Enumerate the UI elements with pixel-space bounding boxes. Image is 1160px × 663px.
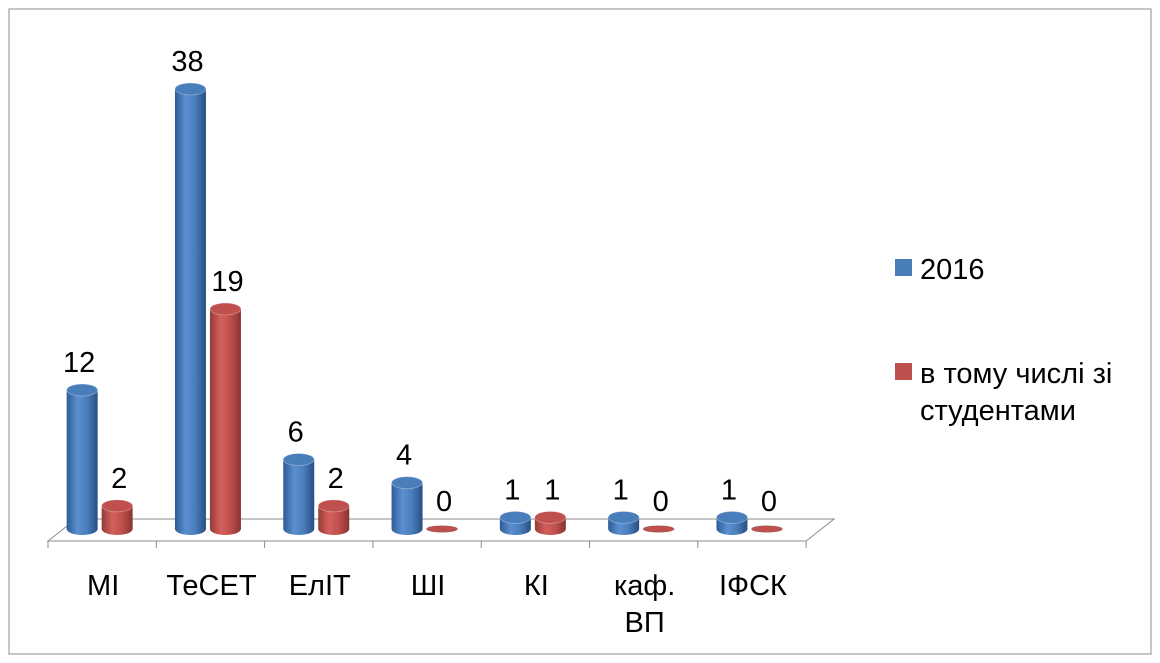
category-label: ЕлІТ xyxy=(289,570,351,602)
bar-series-students xyxy=(751,525,783,533)
bar-series-2016 xyxy=(174,82,207,535)
category-labels: МІ ТеСЕТ ЕлІТ ШІ КІ каф. ВП ІФСК xyxy=(87,570,787,639)
category-label: ІФСК xyxy=(719,570,787,602)
data-label: 1 xyxy=(504,474,520,506)
bar-series-students xyxy=(426,525,458,533)
legend-swatch xyxy=(895,259,912,276)
bar-series-2016 xyxy=(607,511,640,535)
data-label: 4 xyxy=(396,440,412,472)
bar-series-students xyxy=(317,499,350,535)
data-label: 19 xyxy=(211,266,243,298)
category-label: КІ xyxy=(524,570,549,602)
data-label: 1 xyxy=(613,474,629,506)
bar-series-2016 xyxy=(391,476,423,535)
category-label: каф. ВП xyxy=(614,570,675,639)
bar-series-2016 xyxy=(716,511,748,535)
bar-series-2016 xyxy=(499,511,532,535)
data-label: 0 xyxy=(653,486,669,518)
bar-series-2016 xyxy=(282,453,315,535)
legend-item: в тому числі зі студентами xyxy=(895,358,1112,427)
data-label: 38 xyxy=(171,46,203,78)
bar-series-2016 xyxy=(66,383,99,535)
data-label: 2 xyxy=(111,463,127,495)
legend-label: в тому числі зі студентами xyxy=(920,358,1112,427)
legend-label: 2016 xyxy=(920,254,985,286)
data-label: 1 xyxy=(721,474,737,506)
bar-series-students xyxy=(642,525,675,533)
category-label: МІ xyxy=(87,570,119,602)
data-label: 0 xyxy=(761,486,777,518)
data-label: 0 xyxy=(436,486,452,518)
data-label: 2 xyxy=(328,463,344,495)
data-label: 6 xyxy=(288,417,304,449)
data-label: 1 xyxy=(544,474,560,506)
legend-item: 2016 xyxy=(895,254,985,286)
bar-series-students xyxy=(101,499,134,535)
category-label: ШІ xyxy=(411,570,446,602)
category-label: ТеСЕТ xyxy=(166,570,257,602)
legend-swatch xyxy=(895,363,912,380)
bar-series-students xyxy=(534,511,567,535)
data-label: 12 xyxy=(63,347,95,379)
bar-series-students xyxy=(209,302,242,535)
legend: 2016 в тому числі зі студентами xyxy=(895,254,1112,427)
bars xyxy=(66,82,783,535)
